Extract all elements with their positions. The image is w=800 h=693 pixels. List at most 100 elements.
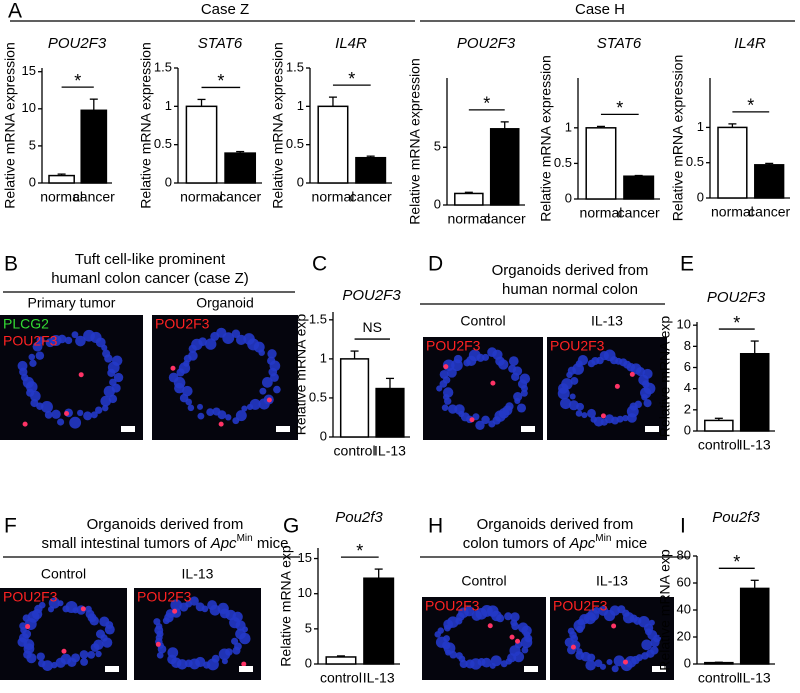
stained-cell [515,638,521,644]
nucleus [642,380,650,388]
bar [717,126,748,199]
nucleus [205,338,217,350]
significance-label: * [217,71,224,91]
nucleus [51,409,61,419]
panel-letter: E [680,253,694,276]
nucleus [577,354,589,366]
panel-title: colon tumors of ApcMin mice [463,533,648,552]
y-tick-label: 1 [697,119,704,134]
nucleus [575,410,583,417]
title-part: mice [611,535,647,552]
nucleus [521,646,529,654]
nucleus [225,414,232,421]
nucleus [498,359,509,370]
nucleus [235,410,247,422]
x-tick-label: control [698,437,740,453]
image-label: IL-13 [182,566,214,582]
nucleus [611,665,619,673]
bar [339,358,370,438]
nucleus [482,353,490,361]
bar [739,352,770,432]
nucleus [170,599,183,612]
image-label: Control [461,573,506,589]
stained-cell [611,623,617,629]
chart-title: IL4R [335,35,367,52]
y-tick-label: 10 [22,100,36,115]
panel-letter: I [680,515,686,538]
scale-bar [652,666,666,672]
panel-letter: H [428,515,443,538]
nucleus [441,404,449,411]
y-axis-label: Relative mRNA expression [407,58,423,225]
stained-cell [509,634,515,640]
stain-label: POU2F3 [3,589,58,605]
nucleus [561,378,573,390]
nucleus [523,631,531,639]
x-tick-label: normal [312,189,355,205]
stain-label: POU2F3 [553,598,608,614]
nucleus [197,403,204,410]
x-tick-label: control [334,443,376,459]
panel-letter: A [8,0,22,23]
significance-label: * [733,552,740,572]
bar [739,587,770,665]
nucleus [206,658,219,671]
nucleus [221,658,228,665]
significance-label: * [356,541,363,561]
nucleus [232,417,240,425]
y-tick-label: 20 [677,628,691,643]
title-part: mice [253,535,289,552]
y-axis-label: Relative mRNA exp [657,316,673,438]
nucleus [442,387,454,398]
nucleus [57,418,65,426]
nucleus [496,614,505,623]
x-tick-label: IL-13 [363,670,395,686]
nucleus [36,652,45,661]
stained-cell [80,606,86,612]
nucleus [464,606,475,617]
title-part: small intestinal tumors of [41,535,210,552]
nucleus [650,637,660,647]
nucleus [513,651,525,663]
nucleus [500,660,508,668]
stained-cell [600,413,606,419]
y-tick-label: 5 [29,137,36,152]
stained-cell [22,421,28,427]
y-tick-label: 0 [320,428,327,443]
nucleus [69,416,82,429]
y-tick-label: 80 [677,547,691,562]
nucleus [95,337,106,348]
y-axis-label: Relative mRNA expression [270,42,286,209]
nucleus [585,659,596,671]
nucleus [437,627,444,634]
title-part: Apc [210,535,237,552]
nucleus [206,408,215,417]
nucleus [48,597,60,609]
stained-cell [622,659,628,665]
panel-letter: F [4,515,17,538]
nucleus [182,385,193,397]
chart-title: POU2F3 [342,287,401,304]
bar [489,128,520,206]
nucleus [75,335,86,347]
nucleus [100,395,112,407]
nucleus [641,639,653,651]
image-label: Control [460,313,505,329]
nucleus [103,385,115,398]
nucleus [107,368,116,377]
significance-label: * [747,96,754,116]
case-header: Case Z [201,1,249,18]
nucleus [218,648,231,661]
y-tick-label: 1 [165,98,172,113]
nucleus [41,400,53,413]
panel-letter: B [4,253,18,276]
nucleus [593,607,600,614]
y-tick-label: 0 [305,655,312,670]
panel-letter: C [312,253,327,276]
bar [224,152,257,184]
nucleus [516,403,527,413]
significance-label: * [74,71,81,91]
nucleus [102,637,113,648]
nucleus [514,397,521,404]
